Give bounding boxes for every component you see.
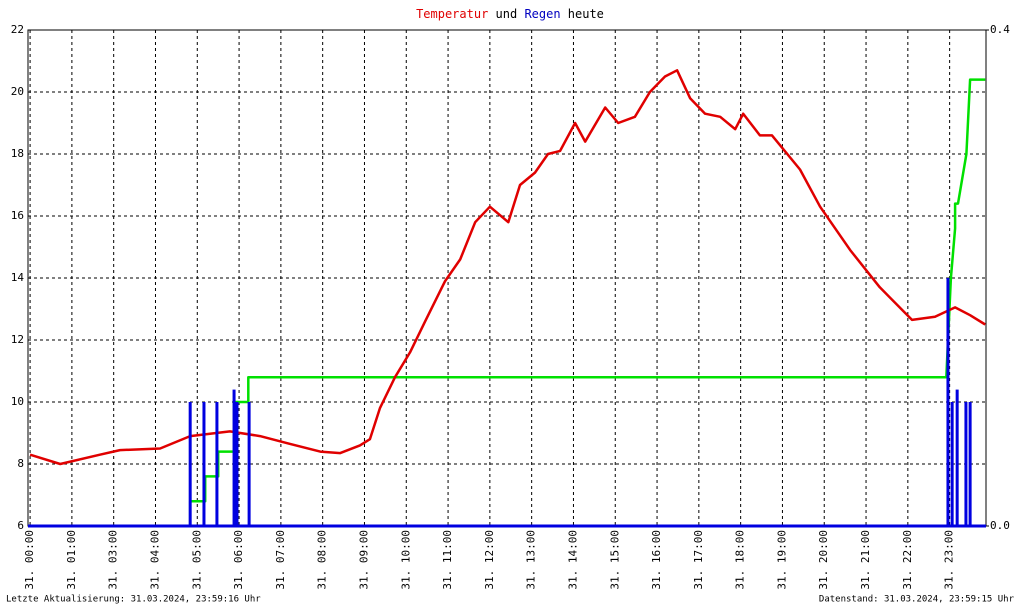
x-tick-label: 31. 07:00 bbox=[274, 530, 287, 590]
rain-bar bbox=[235, 402, 239, 526]
rain-bar bbox=[232, 389, 236, 526]
x-tick-label: 31. 04:00 bbox=[148, 530, 161, 590]
x-tick-label: 31. 12:00 bbox=[483, 530, 496, 590]
title-part: und bbox=[488, 7, 524, 21]
x-tick-label: 31. 19:00 bbox=[775, 530, 788, 590]
y2-tick-label: 0.4 bbox=[990, 23, 1010, 36]
x-tick-label: 31. 08:00 bbox=[316, 530, 329, 590]
y-tick-label: 12 bbox=[11, 333, 24, 346]
rain-bar bbox=[946, 278, 950, 526]
chart-title: Temperatur und Regen heute bbox=[416, 7, 604, 21]
y-tick-label: 18 bbox=[11, 147, 24, 160]
x-tick-label: 31. 03:00 bbox=[107, 530, 120, 590]
title-part: Regen bbox=[524, 7, 560, 21]
y-tick-label: 20 bbox=[11, 85, 24, 98]
rain-bar bbox=[188, 402, 192, 526]
y-tick-label: 22 bbox=[11, 23, 24, 36]
x-tick-label: 31. 15:00 bbox=[608, 530, 621, 590]
y2-tick-label: 0.0 bbox=[990, 519, 1010, 532]
footer-right: Datenstand: 31.03.2024, 23:59:15 Uhr bbox=[819, 595, 1015, 605]
x-tick-label: 31. 10:00 bbox=[399, 530, 412, 590]
x-tick-label: 31. 11:00 bbox=[441, 530, 454, 590]
rain-bar bbox=[215, 402, 219, 526]
rain-bar bbox=[950, 402, 954, 526]
x-tick-label: 31. 13:00 bbox=[525, 530, 538, 590]
y-tick-label: 8 bbox=[17, 457, 24, 470]
x-tick-label: 31. 14:00 bbox=[566, 530, 579, 590]
series-line bbox=[29, 69, 986, 466]
rain-bar bbox=[247, 402, 251, 526]
y-tick-label: 6 bbox=[17, 519, 24, 532]
x-tick-label: 31. 01:00 bbox=[65, 530, 78, 590]
y-tick-label: 10 bbox=[11, 395, 24, 408]
rain-bar bbox=[968, 402, 972, 526]
title-part: heute bbox=[561, 7, 604, 21]
rain-bar bbox=[964, 402, 968, 526]
x-tick-label: 31. 20:00 bbox=[817, 530, 830, 590]
rain-bar bbox=[202, 402, 206, 526]
x-tick-label: 31. 22:00 bbox=[901, 530, 914, 590]
footer-left: Letzte Aktualisierung: 31.03.2024, 23:59… bbox=[6, 595, 261, 605]
y-tick-label: 14 bbox=[11, 271, 25, 284]
x-tick-label: 31. 18:00 bbox=[734, 530, 747, 590]
y-tick-label: 16 bbox=[11, 209, 24, 222]
series-line bbox=[28, 78, 986, 528]
x-tick-label: 31. 06:00 bbox=[232, 530, 245, 590]
x-tick-label: 31. 05:00 bbox=[190, 530, 203, 590]
x-tick-label: 31. 09:00 bbox=[357, 530, 370, 590]
x-tick-label: 31. 00:00 bbox=[23, 530, 36, 590]
x-tick-label: 31. 23:00 bbox=[943, 530, 956, 590]
plot-frame bbox=[27, 29, 987, 527]
x-tick-label: 31. 17:00 bbox=[692, 530, 705, 590]
title-part: Temperatur bbox=[416, 7, 488, 21]
x-tick-label: 31. 16:00 bbox=[650, 530, 663, 590]
rain-bar bbox=[955, 389, 959, 526]
x-tick-label: 31. 21:00 bbox=[859, 530, 872, 590]
